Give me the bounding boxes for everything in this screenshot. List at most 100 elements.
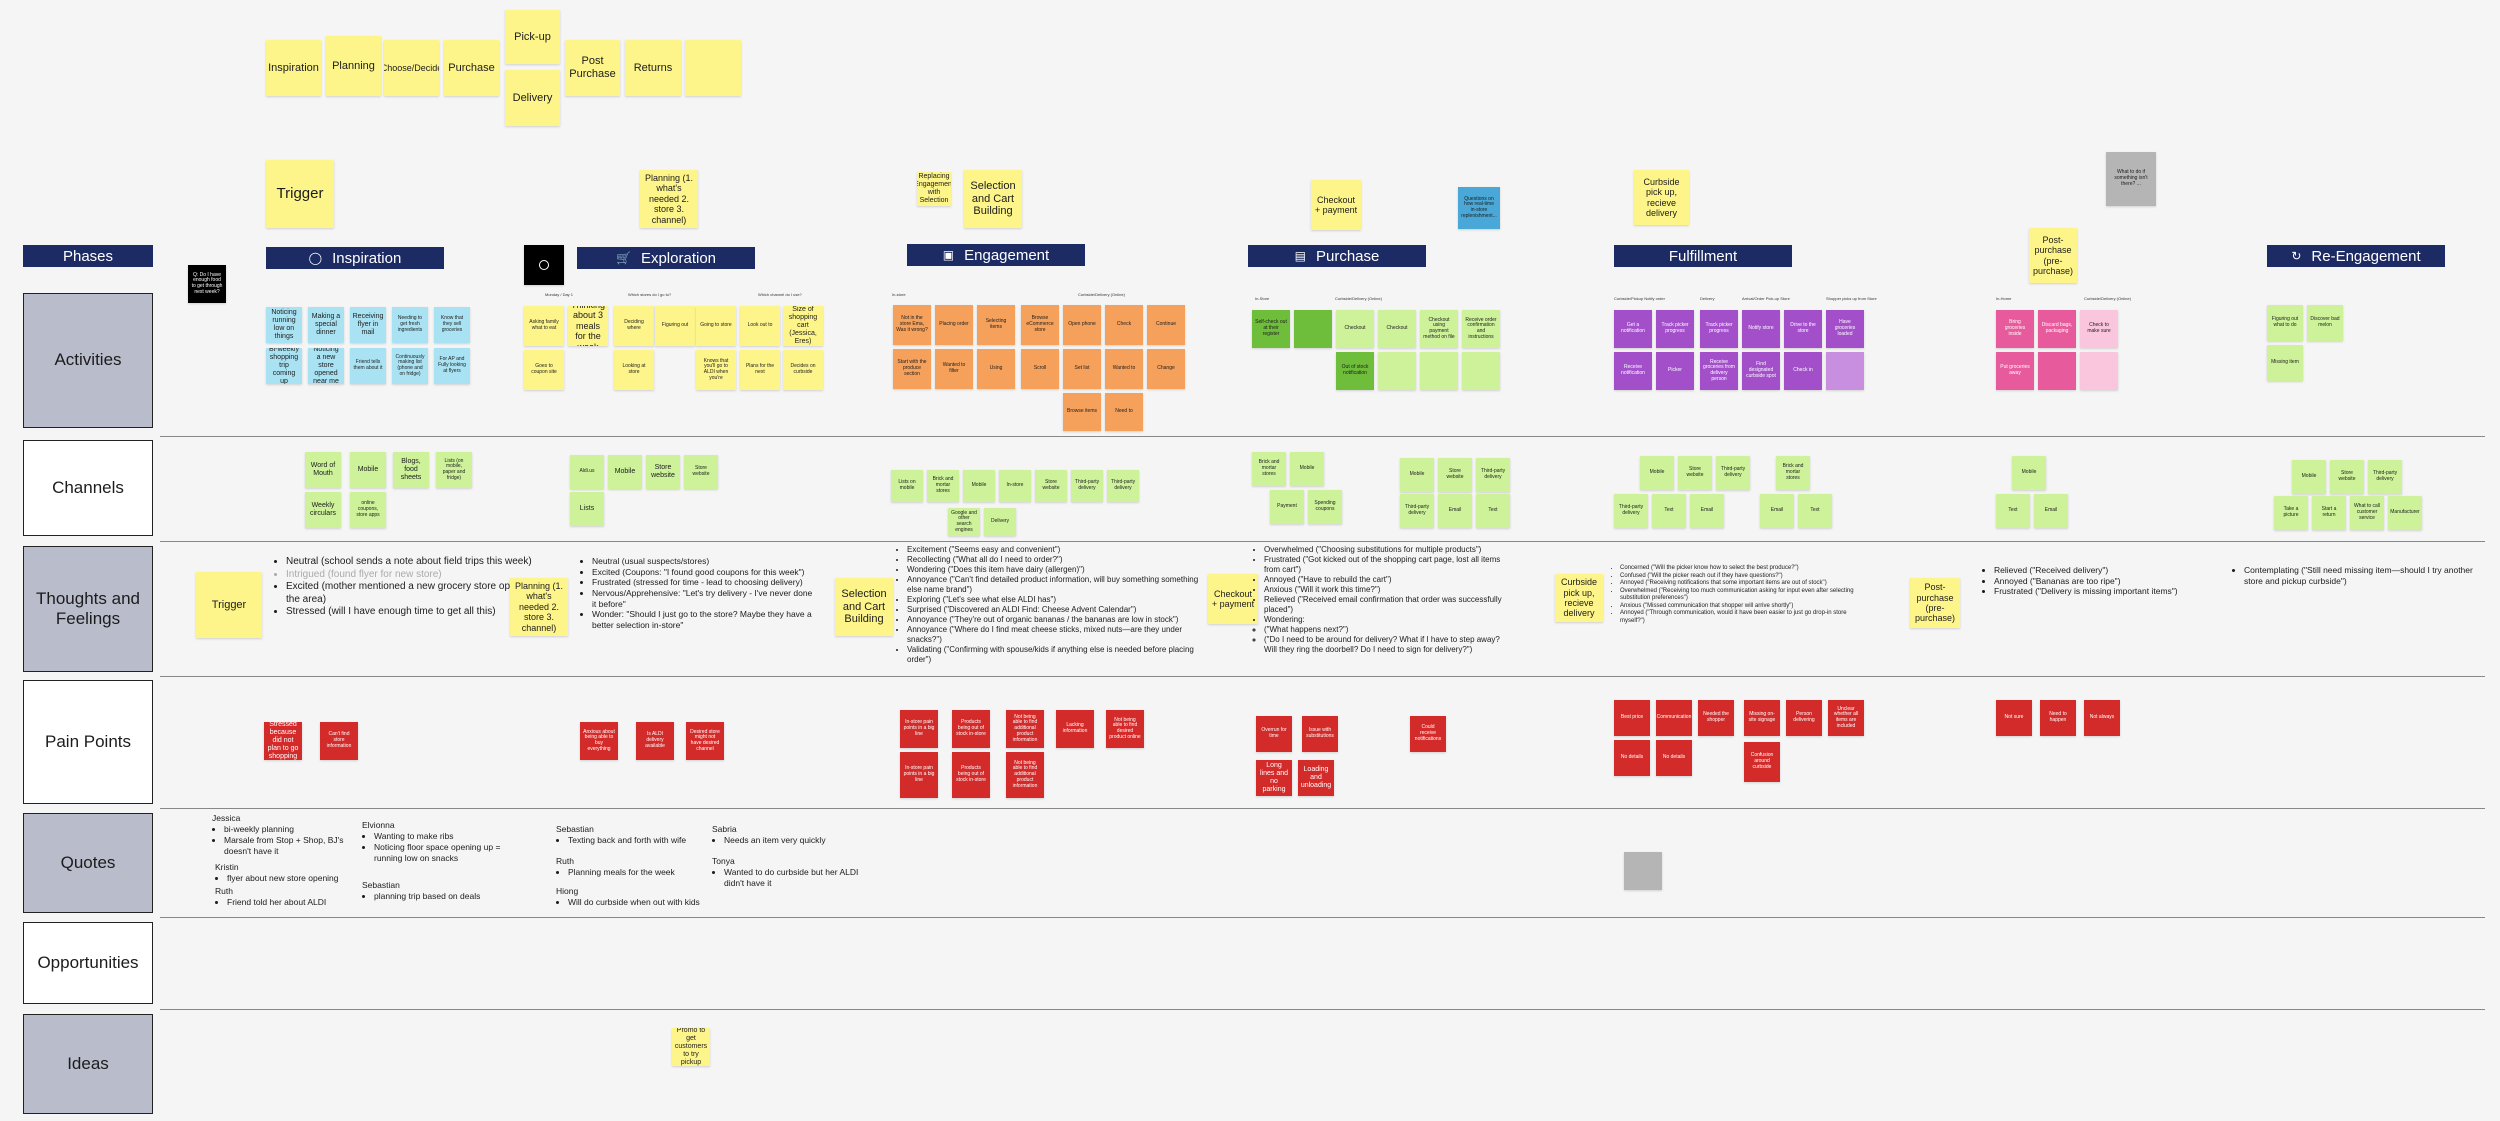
activity-note: Noticing a new store opened near me bbox=[308, 348, 344, 384]
thought-item: Concerned ("Will the picker know how to … bbox=[1620, 565, 1860, 573]
question-note-grey: What to do if something isn't there? ... bbox=[2106, 152, 2156, 206]
thought-item: Overwhelmed ("Choosing substitutions for… bbox=[1264, 545, 1509, 555]
activity-note-blank bbox=[1826, 352, 1864, 390]
trigger-note: Trigger bbox=[196, 572, 262, 638]
activity-note: Receive order confirmation and instructi… bbox=[1462, 310, 1500, 348]
channel-note: Mobile bbox=[1290, 452, 1324, 486]
activity-note-blank bbox=[2080, 352, 2118, 390]
activity-note: Drive to the store bbox=[1784, 310, 1822, 348]
pain-note: Not being able to find additional produc… bbox=[1006, 752, 1044, 798]
quote-kristin: Kristin flyer about new store opening bbox=[215, 862, 365, 884]
activity-note: Bi-weekly shopping trip coming up bbox=[266, 348, 302, 384]
quote-item: Texting back and forth with wife bbox=[568, 835, 706, 846]
channel-note: Start a return bbox=[2312, 496, 2346, 530]
thoughts-exploration: Neutral (usual suspects/stores) Excited … bbox=[578, 556, 817, 630]
channel-note: Brick and mortar stores bbox=[927, 470, 959, 502]
thought-item: Anxious ("Will it work this time?") bbox=[1264, 585, 1509, 595]
pain-note: No details bbox=[1656, 740, 1692, 776]
pain-note: Communication bbox=[1656, 700, 1692, 736]
activity-note: Not in the store Ema, Was it wrong? bbox=[893, 305, 931, 345]
row-separator bbox=[160, 436, 2485, 437]
channel-note: Mobile bbox=[608, 455, 642, 489]
question-note-black: Q: Do I have enough food to get through … bbox=[188, 265, 226, 303]
activity-note: Needing to get fresh ingredients bbox=[392, 307, 428, 343]
phase-exploration: 🛒 Exploration bbox=[577, 247, 755, 269]
activity-note: Wanted to filter bbox=[935, 349, 973, 389]
activity-note-blank bbox=[1378, 352, 1416, 390]
channel-note: Third-party delivery bbox=[1614, 494, 1648, 528]
phase-reengagement: ↻ Re-Engagement bbox=[2267, 245, 2445, 267]
activity-note-blank bbox=[1420, 352, 1458, 390]
pain-note: Best price bbox=[1614, 700, 1650, 736]
circle-icon bbox=[539, 260, 549, 270]
pain-note: Lacking information bbox=[1056, 710, 1094, 748]
activity-note: Check in bbox=[1784, 352, 1822, 390]
activity-note: Bring groceries inside bbox=[1996, 310, 2034, 348]
pain-note: Is ALDI delivery available bbox=[636, 722, 674, 760]
thoughts-fulfillment: Concerned ("Will the picker know how to … bbox=[1606, 565, 1860, 625]
channel-note: Email bbox=[1690, 494, 1724, 528]
quote-item: Wanting to make ribs bbox=[374, 831, 512, 842]
pain-note: Overrun for time bbox=[1256, 716, 1292, 752]
thought-item: Relieved ("Received delivery") bbox=[1994, 565, 2224, 576]
activity-note: For AP and Fully looking at flyers bbox=[434, 348, 470, 384]
activity-note: Deciding where bbox=[614, 306, 654, 346]
activity-note: Know that they sell groceries bbox=[434, 307, 470, 343]
row-separator bbox=[160, 1009, 2485, 1010]
thought-item: Annoyance ("Can't find detailed product … bbox=[907, 575, 1202, 595]
channel-note: Delivery bbox=[984, 508, 1016, 536]
pain-note: Can't find store information bbox=[320, 722, 358, 760]
channel-note: Store website bbox=[646, 455, 680, 489]
channel-note: Store website bbox=[1035, 470, 1067, 502]
thought-item: Anxious ("Missed communication that shop… bbox=[1620, 603, 1860, 611]
activity-note: Have groceries loaded bbox=[1826, 310, 1864, 348]
thought-item: Frustrated ("Delivery is missing importa… bbox=[1994, 586, 2224, 597]
thoughts-engagement: Excitement ("Seems easy and convenient")… bbox=[893, 545, 1202, 665]
thought-item: Confused ("Will the picker reach out if … bbox=[1620, 573, 1860, 581]
channel-note: Google and other search engines bbox=[948, 508, 980, 536]
channel-note: Mobile bbox=[1400, 458, 1434, 492]
activity-note: Put groceries away bbox=[1996, 352, 2034, 390]
activity-note: Check bbox=[1105, 305, 1143, 345]
thought-item: Recollecting ("What all do I need to ord… bbox=[907, 555, 1202, 565]
pain-note: Products being out of stock in-store bbox=[952, 710, 990, 748]
row-separator bbox=[160, 917, 2485, 918]
row-separator bbox=[160, 808, 2485, 809]
thought-item: Exploring ("Let's see what else ALDI has… bbox=[907, 595, 1202, 605]
activity-note-blank bbox=[2038, 352, 2076, 390]
channel-note: Lists bbox=[570, 492, 604, 526]
quote-sabria: Sabria Needs an item very quickly bbox=[712, 824, 862, 846]
activity-note: Decides on curbside bbox=[783, 350, 823, 390]
thought-item: Surprised ("Discovered an ALDI Find: Che… bbox=[907, 605, 1202, 615]
row-separator bbox=[160, 541, 2485, 542]
thought-item: Wondering ("Does this item have dairy (a… bbox=[907, 565, 1202, 575]
checkout-note: Checkout + payment bbox=[1208, 574, 1258, 624]
thought-item: Validating ("Confirming with spouse/kids… bbox=[907, 645, 1202, 665]
activity-note: Checkout bbox=[1378, 310, 1416, 348]
quote-item: Needs an item very quickly bbox=[724, 835, 862, 846]
activity-note: Figuring out bbox=[655, 306, 695, 346]
activity-note: Thinking about 3 meals for the week bbox=[568, 306, 608, 346]
thought-item: Stressed (will I have enough time to get… bbox=[286, 606, 556, 619]
pain-note: No details bbox=[1614, 740, 1650, 776]
activity-note-blank bbox=[1294, 310, 1332, 348]
activity-note: Receive groceries from delivery person bbox=[1700, 352, 1738, 390]
channel-note: Lists on mobile bbox=[891, 470, 923, 502]
black-box-note bbox=[524, 245, 564, 285]
pain-note: Stressed because did not plan to go shop… bbox=[264, 722, 302, 760]
channel-note: Mobile bbox=[350, 452, 386, 488]
channel-note: Aldi.us bbox=[570, 455, 604, 489]
channel-note: Third-party delivery bbox=[1400, 494, 1434, 528]
channel-note: Text bbox=[1476, 494, 1510, 528]
quote-name: Kristin bbox=[215, 862, 239, 872]
quote-name: Jessica bbox=[212, 813, 241, 823]
thoughts-reengagement-2: Contemplating ("Still need missing item—… bbox=[2230, 565, 2494, 586]
curbside-note: Curbside pick up, recieve delivery bbox=[1634, 170, 1689, 225]
question-note-blue: Questions on how real-time in-store repl… bbox=[1458, 187, 1500, 229]
stage-inspiration: Inspiration bbox=[266, 40, 321, 96]
pain-note: Person delivering bbox=[1786, 700, 1822, 736]
activity-note: Get a notification bbox=[1614, 310, 1652, 348]
lightbulb-icon: ◯ bbox=[308, 251, 323, 265]
thought-item: Frustrated (stressed for time - lead to … bbox=[592, 577, 817, 588]
post-purchase-note: Post-purchase (pre-purchase) bbox=[2029, 228, 2077, 283]
